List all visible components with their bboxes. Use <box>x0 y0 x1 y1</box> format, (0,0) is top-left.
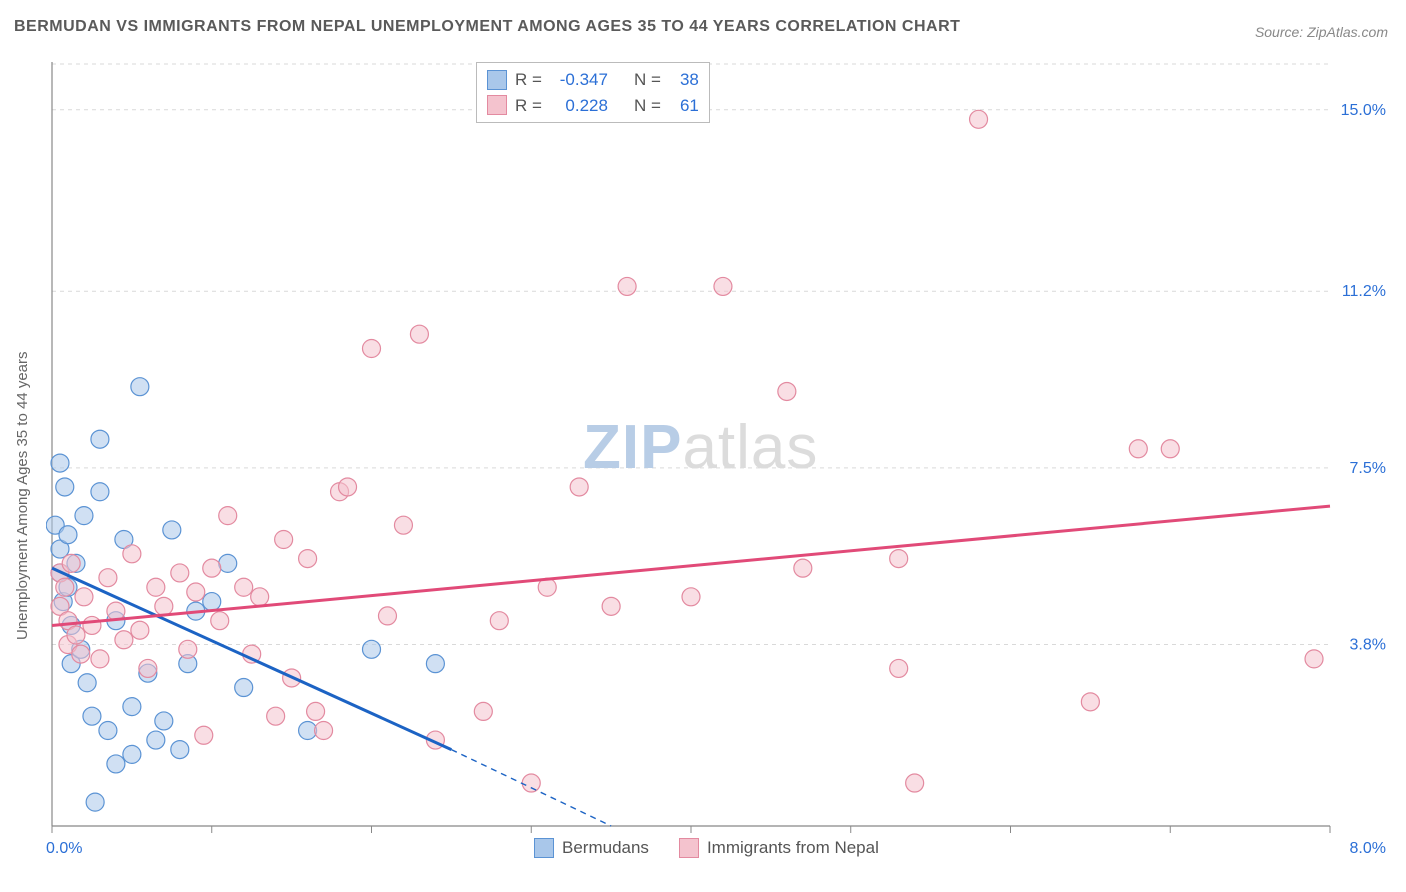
source-attribution: Source: ZipAtlas.com <box>1255 24 1388 40</box>
series-legend: Bermudans Immigrants from Nepal <box>534 838 879 858</box>
x-axis-min: 0.0% <box>46 840 82 858</box>
y-axis-label: Unemployment Among Ages 35 to 44 years <box>14 351 31 640</box>
swatch-nepal <box>487 95 507 115</box>
r-label: R = <box>515 67 542 93</box>
scatter-plot: 3.8%7.5%11.2%15.0% ZIPatlas R = -0.347 N… <box>46 62 1390 862</box>
legend-label-nepal: Immigrants from Nepal <box>707 838 879 858</box>
plot-svg: 3.8% 7.5% 11.2% 15.0% <box>46 62 1390 862</box>
legend-item-nepal: Immigrants from Nepal <box>679 838 879 858</box>
svg-text:7.5%: 7.5% <box>1350 460 1386 477</box>
svg-text:11.2%: 11.2% <box>1342 283 1386 300</box>
legend-item-bermudans: Bermudans <box>534 838 649 858</box>
correlation-legend: R = -0.347 N = 38 R = 0.228 N = 61 <box>476 62 710 123</box>
r-value-nepal: 0.228 <box>550 93 608 119</box>
n-value-bermudans: 38 <box>669 67 699 93</box>
corr-row-bermudans: R = -0.347 N = 38 <box>487 67 699 93</box>
legend-swatch-nepal <box>679 838 699 858</box>
n-label: N = <box>634 93 661 119</box>
n-value-nepal: 61 <box>669 93 699 119</box>
x-axis-max: 8.0% <box>1350 840 1386 858</box>
n-label: N = <box>634 67 661 93</box>
legend-label-bermudans: Bermudans <box>562 838 649 858</box>
chart-title: BERMUDAN VS IMMIGRANTS FROM NEPAL UNEMPL… <box>14 18 960 36</box>
r-label: R = <box>515 93 542 119</box>
r-value-bermudans: -0.347 <box>550 67 608 93</box>
swatch-bermudans <box>487 70 507 90</box>
svg-text:15.0%: 15.0% <box>1341 102 1386 119</box>
svg-text:3.8%: 3.8% <box>1350 637 1386 654</box>
corr-row-nepal: R = 0.228 N = 61 <box>487 93 699 119</box>
legend-swatch-bermudans <box>534 838 554 858</box>
